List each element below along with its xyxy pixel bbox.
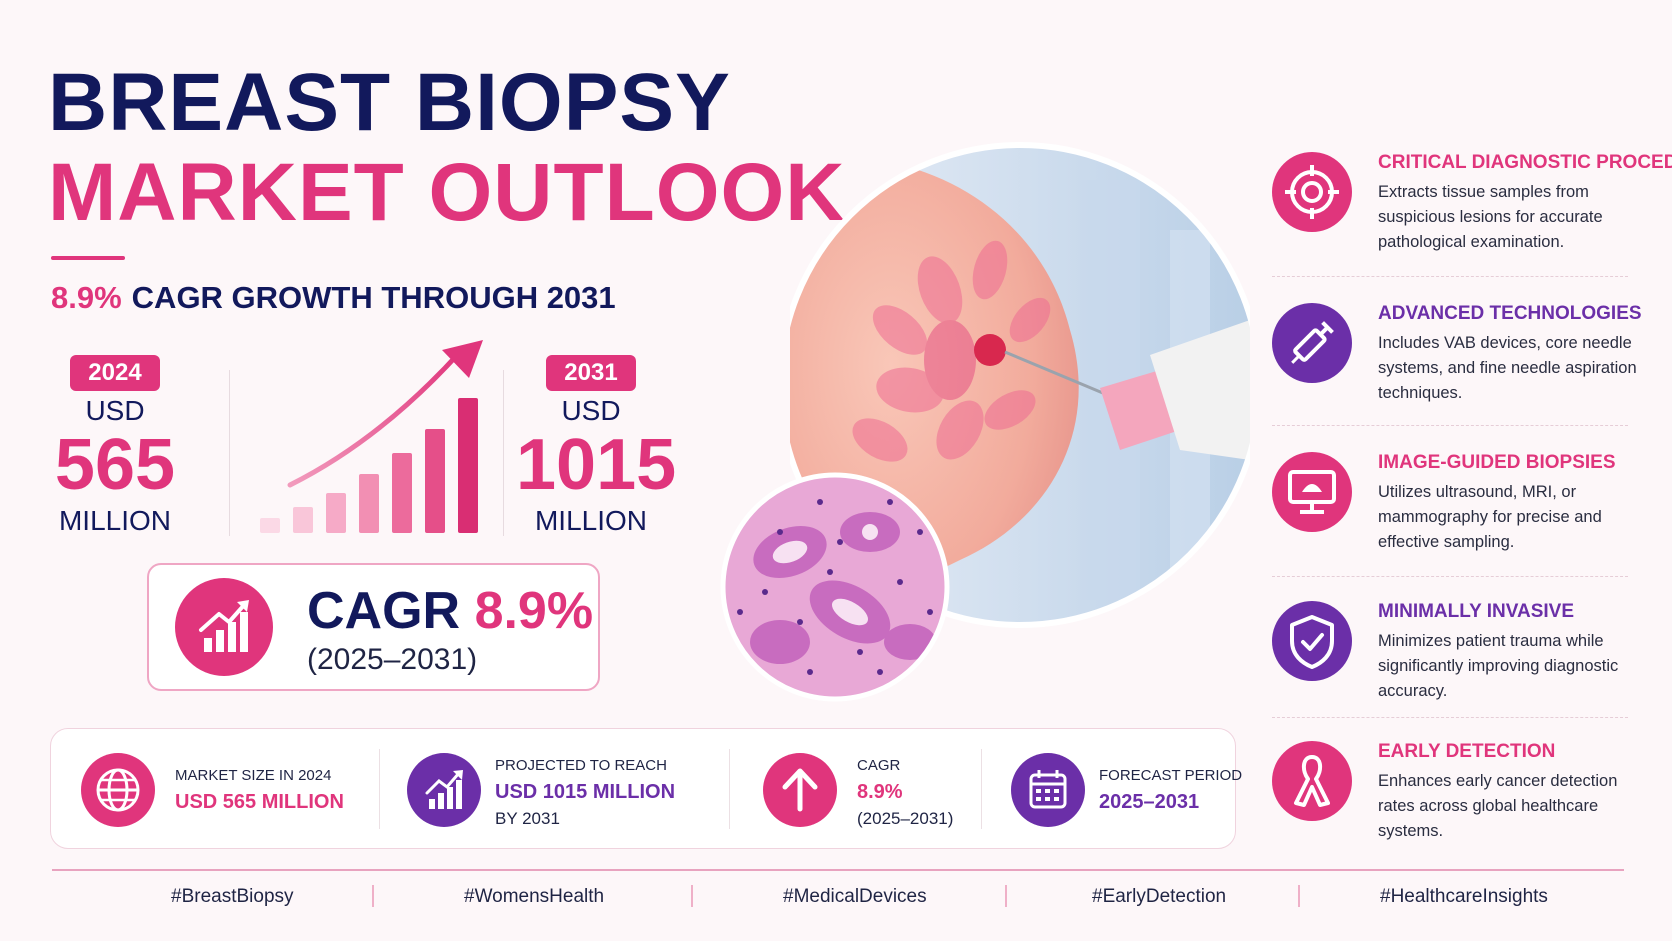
arrow-up-icon [763,753,837,827]
stat-label: PROJECTED TO REACH [495,757,667,774]
footer-divider [52,869,1624,871]
calendar-icon [1011,753,1085,827]
stat-market-size: MARKET SIZE IN 2024 USD 565 MILLION [51,729,381,850]
stat-2031-currency: USD [561,395,621,426]
monitor-icon [1272,452,1352,532]
awareness-ribbon-icon [1272,741,1352,821]
divider [981,749,982,829]
title-line-1: BREAST BIOPSY [48,57,731,148]
divider [729,749,730,829]
growth-bar-chart-icon [260,340,483,533]
feature-image-guided: IMAGE-GUIDED BIOPSIES Utilizes ultrasoun… [1272,452,1632,572]
stat-forecast-period: FORECAST PERIOD 2025–2031 [983,729,1242,850]
feature-early-detection: EARLY DETECTION Enhances early cancer de… [1272,741,1632,861]
divider [1005,885,1007,907]
cagr-headline-pct: 8.9% [51,280,122,315]
feature-title: ADVANCED TECHNOLOGIES [1378,303,1642,324]
cagr-card-period: (2025–2031) [307,643,478,676]
cagr-card-title: CAGR 8.9% [307,581,593,641]
stat-value: USD 565 MILLION [175,791,344,813]
feature-advanced-technologies: ADVANCED TECHNOLOGIES Includes VAB devic… [1272,303,1642,423]
hashtag[interactable]: #WomensHealth [464,886,605,907]
cagr-headline: 8.9% CAGR GROWTH THROUGH 2031 [51,280,616,316]
divider [1272,425,1628,426]
stat-value: USD 1015 MILLION [495,781,676,803]
cagr-card-label: CAGR [307,582,461,640]
divider [372,885,374,907]
stat-2024-currency: USD [85,395,145,426]
stat-2024-unit: MILLION [58,505,172,536]
hashtag[interactable]: #HealthcareInsights [1380,886,1548,907]
hashtag[interactable]: #MedicalDevices [783,886,927,907]
hashtag[interactable]: #BreastBiopsy [171,886,294,907]
stat-2024-value: 565 [54,425,176,505]
stat-label: MARKET SIZE IN 2024 [175,767,332,784]
divider [1272,276,1628,277]
feature-title: IMAGE-GUIDED BIOPSIES [1378,452,1616,473]
shield-check-icon [1272,601,1352,681]
stat-2031: 2031 USD 1015 MILLION [516,355,677,537]
divider [503,370,504,536]
cagr-headline-text: CAGR GROWTH THROUGH 2031 [131,280,616,315]
syringe-icon [1272,303,1352,383]
title-line-2: MARKET OUTLOOK [48,147,846,238]
stat-2031-unit: MILLION [534,505,648,536]
feature-title: EARLY DETECTION [1378,741,1556,762]
growth-chart-icon [175,578,273,676]
divider [1298,885,1300,907]
divider [379,749,380,829]
divider [1272,576,1628,577]
histology-micrograph-image [720,472,950,702]
stat-value: 8.9% [857,781,903,803]
stat-sub: (2025–2031) [857,809,954,828]
divider [229,370,230,536]
cagr-card: CAGR 8.9% (2025–2031) [147,563,600,691]
stat-sub: BY 2031 [495,809,560,828]
growth-chart-icon [407,753,481,827]
feature-desc: Includes VAB devices, core needle system… [1378,334,1637,402]
stat-2031-value: 1015 [516,425,677,505]
feature-minimally-invasive: MINIMALLY INVASIVE Minimizes patient tra… [1272,601,1632,721]
stat-projected: PROJECTED TO REACH USD 1015 MILLION BY 2… [381,729,711,850]
year-badge-2031: 2031 [546,355,636,391]
feature-critical-procedure: CRITICAL DIAGNOSTIC PROCEDURE Extracts t… [1272,152,1672,272]
title-underline [51,256,125,260]
feature-desc: Enhances early cancer detection rates ac… [1378,772,1618,840]
globe-icon [81,753,155,827]
stat-2024: 2024 USD 565 MILLION [50,355,180,537]
stat-label: FORECAST PERIOD [1099,767,1243,784]
feature-desc: Utilizes ultrasound, MRI, or mammography… [1378,483,1602,551]
summary-stats-panel: MARKET SIZE IN 2024 USD 565 MILLION PROJ… [50,728,1242,850]
divider [1272,717,1628,718]
feature-title: CRITICAL DIAGNOSTIC PROCEDURE [1378,152,1672,173]
year-badge-2024: 2024 [70,355,160,391]
feature-desc: Extracts tissue samples from suspicious … [1378,183,1603,251]
divider [691,885,693,907]
feature-title: MINIMALLY INVASIVE [1378,601,1575,622]
stat-label: CAGR [857,757,901,774]
feature-desc: Minimizes patient trauma while significa… [1378,632,1619,700]
hashtag[interactable]: #EarlyDetection [1092,886,1227,907]
stat-value: 2025–2031 [1099,791,1200,813]
target-icon [1272,152,1352,232]
cagr-card-pct: 8.9% [474,582,594,640]
stat-cagr: CAGR 8.9% (2025–2031) [731,729,981,850]
